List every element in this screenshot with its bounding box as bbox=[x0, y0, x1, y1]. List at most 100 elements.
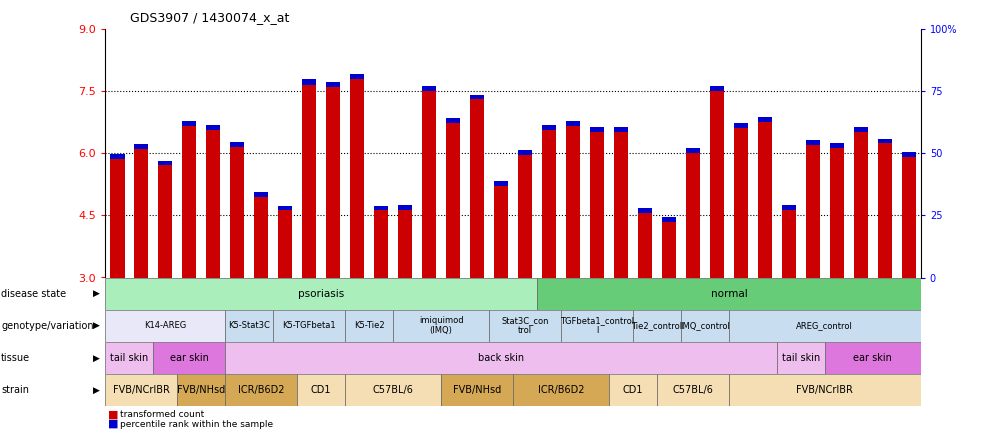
Bar bbox=[541, 125, 556, 131]
Bar bbox=[446, 119, 460, 123]
Bar bbox=[374, 210, 388, 278]
Bar bbox=[517, 150, 532, 155]
Bar bbox=[805, 140, 820, 145]
Bar bbox=[225, 342, 777, 374]
Bar bbox=[685, 148, 699, 153]
Bar bbox=[278, 206, 293, 210]
Bar bbox=[345, 310, 393, 342]
Bar bbox=[229, 147, 244, 278]
Bar bbox=[493, 186, 508, 278]
Bar bbox=[513, 374, 608, 406]
Text: Tie2_control: Tie2_control bbox=[630, 321, 681, 330]
Bar bbox=[225, 374, 297, 406]
Text: ▶: ▶ bbox=[93, 321, 100, 330]
Bar bbox=[254, 192, 269, 197]
Bar bbox=[422, 91, 436, 278]
Bar bbox=[134, 144, 148, 149]
Text: GDS3907 / 1430074_x_at: GDS3907 / 1430074_x_at bbox=[130, 11, 290, 24]
Bar bbox=[374, 206, 388, 210]
Bar bbox=[105, 342, 153, 374]
Bar bbox=[469, 95, 484, 99]
Bar bbox=[565, 121, 579, 126]
Text: ear skin: ear skin bbox=[169, 353, 208, 363]
Bar bbox=[205, 125, 220, 131]
Text: disease state: disease state bbox=[1, 289, 66, 299]
Bar bbox=[225, 310, 273, 342]
Bar bbox=[105, 310, 225, 342]
Bar bbox=[877, 143, 891, 278]
Bar bbox=[441, 374, 513, 406]
Bar bbox=[326, 82, 340, 87]
Bar bbox=[680, 310, 728, 342]
Bar bbox=[781, 206, 796, 210]
Bar bbox=[153, 342, 225, 374]
Bar bbox=[158, 161, 172, 165]
Bar bbox=[853, 131, 867, 278]
Bar bbox=[326, 87, 340, 278]
Bar bbox=[589, 131, 603, 278]
Text: CD1: CD1 bbox=[622, 385, 642, 395]
Text: ■: ■ bbox=[108, 419, 118, 429]
Text: FVB/NHsd: FVB/NHsd bbox=[177, 385, 225, 395]
Bar bbox=[685, 153, 699, 278]
Bar bbox=[350, 74, 364, 79]
Bar bbox=[517, 155, 532, 278]
Bar bbox=[493, 181, 508, 186]
Bar bbox=[608, 374, 656, 406]
Bar bbox=[901, 157, 915, 278]
Text: strain: strain bbox=[1, 385, 29, 395]
Bar bbox=[637, 208, 651, 213]
Text: tissue: tissue bbox=[1, 353, 30, 363]
Bar bbox=[110, 159, 124, 278]
Bar bbox=[560, 310, 632, 342]
Bar bbox=[105, 278, 536, 310]
Text: CD1: CD1 bbox=[311, 385, 331, 395]
Bar bbox=[105, 374, 177, 406]
Bar bbox=[656, 374, 728, 406]
Bar bbox=[824, 342, 920, 374]
Text: ▶: ▶ bbox=[93, 289, 100, 298]
Text: FVB/NCrIBR: FVB/NCrIBR bbox=[113, 385, 169, 395]
Bar bbox=[732, 128, 747, 278]
Text: C57BL/6: C57BL/6 bbox=[671, 385, 712, 395]
Text: ICR/B6D2: ICR/B6D2 bbox=[537, 385, 584, 395]
Bar bbox=[393, 310, 489, 342]
Bar bbox=[637, 213, 651, 278]
Bar bbox=[757, 122, 772, 278]
Bar bbox=[757, 117, 772, 122]
Bar bbox=[829, 148, 843, 278]
Bar bbox=[661, 217, 675, 222]
Text: K14-AREG: K14-AREG bbox=[144, 321, 186, 330]
Bar bbox=[158, 165, 172, 278]
Bar bbox=[302, 85, 316, 278]
Bar bbox=[446, 123, 460, 278]
Bar bbox=[781, 210, 796, 278]
Text: normal: normal bbox=[709, 289, 746, 299]
Text: FVB/NCrIBR: FVB/NCrIBR bbox=[796, 385, 853, 395]
Bar bbox=[469, 99, 484, 278]
Bar bbox=[110, 154, 124, 159]
Text: TGFbeta1_control
l: TGFbeta1_control l bbox=[559, 316, 633, 336]
Bar bbox=[297, 374, 345, 406]
Bar bbox=[177, 374, 225, 406]
Text: K5-Stat3C: K5-Stat3C bbox=[228, 321, 270, 330]
Bar bbox=[273, 310, 345, 342]
Bar bbox=[541, 131, 556, 278]
Text: IMQ_control: IMQ_control bbox=[679, 321, 729, 330]
Bar bbox=[829, 143, 843, 148]
Text: genotype/variation: genotype/variation bbox=[1, 321, 93, 331]
Bar bbox=[182, 126, 196, 278]
Bar bbox=[613, 132, 627, 278]
Bar bbox=[728, 374, 920, 406]
Bar bbox=[805, 145, 820, 278]
Text: ▶: ▶ bbox=[93, 353, 100, 362]
Text: imiquimod
(IMQ): imiquimod (IMQ) bbox=[419, 316, 463, 336]
Bar bbox=[877, 139, 891, 143]
Text: ICR/B6D2: ICR/B6D2 bbox=[237, 385, 285, 395]
Bar bbox=[661, 222, 675, 278]
Bar bbox=[709, 86, 723, 91]
Text: tail skin: tail skin bbox=[781, 353, 820, 363]
Bar bbox=[398, 206, 412, 210]
Bar bbox=[489, 310, 560, 342]
Bar bbox=[613, 127, 627, 132]
